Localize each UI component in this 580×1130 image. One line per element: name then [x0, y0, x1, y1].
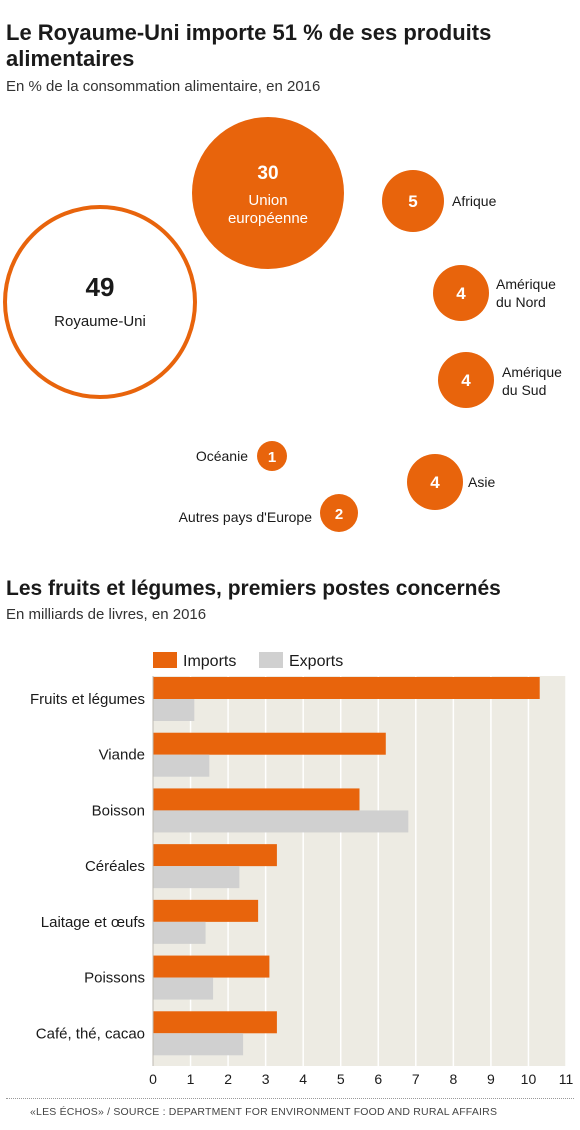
bar-imports [153, 1011, 277, 1034]
x-tick-label: 9 [487, 1071, 495, 1087]
bubble-value: 2 [335, 506, 343, 523]
bubble-value: 5 [408, 192, 417, 211]
bubble-amerique-du-sud: 4 Amérique du Sud [438, 352, 562, 408]
x-tick-label: 11 [559, 1071, 574, 1087]
bubble-label: européenne [228, 210, 308, 227]
bubble-autres-pays-d-europe: 2 Autres pays d'Europe [179, 494, 358, 532]
bar-imports [153, 677, 540, 699]
legend-swatch-exports [259, 652, 283, 668]
bubble-value: 30 [257, 163, 278, 184]
bubble-circle [320, 494, 358, 532]
bubble-label: Asie [468, 474, 495, 490]
bubble-label: Amérique [496, 276, 556, 292]
bar-exports [153, 754, 210, 777]
x-tick-label: 2 [224, 1071, 232, 1087]
bar-imports [153, 899, 259, 922]
bar-imports [153, 732, 386, 755]
x-tick-label: 3 [262, 1071, 270, 1087]
bar-exports [153, 921, 206, 944]
bubble-circle [382, 170, 444, 232]
bubble-circle [433, 265, 489, 321]
x-tick-label: 1 [187, 1071, 195, 1087]
bubble-circle [257, 441, 287, 471]
bubble-amerique-du-nord: 4 Amérique du Nord [433, 265, 556, 321]
legend-label-exports: Exports [289, 653, 343, 670]
category-label: Fruits et légumes [30, 691, 145, 708]
bubble-value: 4 [461, 371, 471, 390]
bar-imports [153, 788, 360, 811]
bubble-label: Amérique [502, 364, 562, 380]
bar-exports [153, 866, 240, 889]
bubble-label: Afrique [452, 193, 497, 209]
bubble-royaume-uni: 49 Royaume-Uni [3, 205, 197, 399]
bubble-value: 1 [268, 449, 276, 466]
bubble-label: du Sud [502, 382, 546, 398]
x-tick-label: 6 [374, 1071, 382, 1087]
bubble-oceanie: 1 Océanie [196, 441, 287, 471]
bar-chart-title: Les fruits et légumes, premiers postes c… [6, 577, 501, 600]
x-tick-label: 0 [149, 1071, 157, 1087]
bubble-circle [3, 205, 197, 399]
bar-chart-subtitle: En milliards de livres, en 2016 [6, 606, 207, 623]
category-label: Boisson [92, 802, 145, 819]
bubble-label: Autres pays d'Europe [179, 509, 313, 525]
x-tick-label: 4 [299, 1071, 307, 1087]
bubble-label: du Nord [496, 294, 546, 310]
category-label: Poissons [84, 970, 145, 987]
bubble-circle [407, 454, 463, 510]
bar-exports [153, 1033, 244, 1056]
x-tick-label: 7 [412, 1071, 420, 1087]
bubble-circle [192, 117, 344, 269]
bubble-label: Union [248, 192, 287, 209]
category-label: Viande [99, 747, 145, 764]
bubble-value: 49 [86, 272, 115, 302]
legend-swatch-imports [153, 652, 177, 668]
bar-exports [153, 977, 214, 1000]
bubble-circle [438, 352, 494, 408]
category-label: Café, thé, cacao [36, 1025, 145, 1042]
category-label: Laitage et œufs [41, 914, 145, 931]
footer-divider [6, 1098, 574, 1099]
x-tick-label: 10 [521, 1071, 537, 1087]
bar-chart: 0 1 2 3 4 5 6 7 8 9 10 11 Fruits et légumes Viande Boi… [30, 652, 574, 1087]
bar-imports [153, 955, 270, 978]
bar-imports [153, 844, 277, 867]
bubble-chart-title: Le Royaume-Uni importe 51 % de ses produ… [6, 20, 492, 71]
bar-exports [153, 810, 409, 833]
bubble-chart-subtitle: En % de la consommation alimentaire, en … [6, 78, 321, 95]
legend-label-imports: Imports [183, 653, 236, 670]
bubble-value: 4 [456, 284, 466, 303]
bubble-label: Royaume-Uni [54, 313, 146, 330]
bubble-label: Océanie [196, 448, 248, 464]
x-tick-label: 8 [449, 1071, 457, 1087]
category-label: Céréales [85, 858, 145, 875]
source-note: «LES ÉCHOS» / SOURCE : DEPARTMENT FOR EN… [30, 1106, 498, 1118]
bar-exports [153, 699, 195, 721]
bubble-asie: 4 Asie [407, 454, 495, 510]
bubble-value: 4 [430, 473, 440, 492]
bubble-afrique: 5 Afrique [382, 170, 497, 232]
x-tick-label: 5 [337, 1071, 345, 1087]
